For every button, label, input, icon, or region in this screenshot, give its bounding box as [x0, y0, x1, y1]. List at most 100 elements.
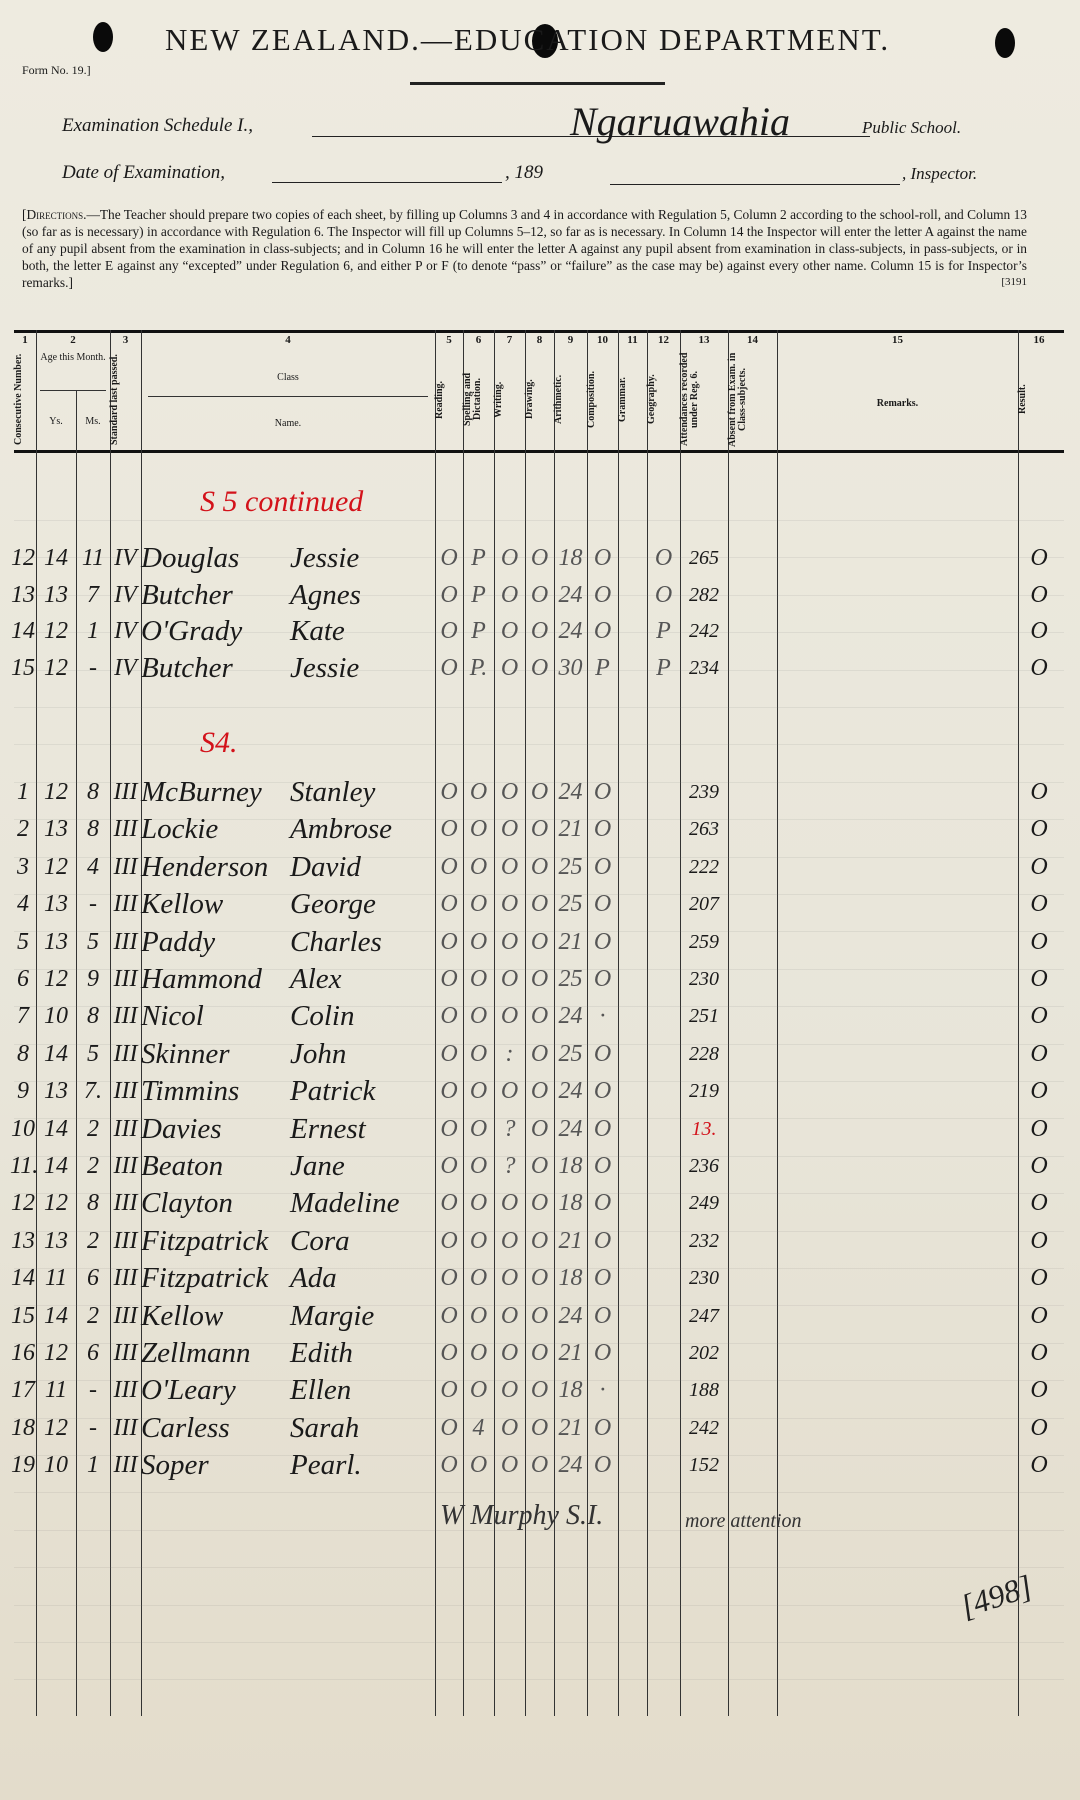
age-divider [40, 390, 106, 391]
column-divider [587, 330, 588, 1716]
arithmetic-cell: 21 [558, 1227, 583, 1254]
age-months-cell: 5 [87, 928, 99, 955]
drawing-cell: O [530, 1003, 549, 1030]
surname-cell: Butcher [141, 578, 233, 611]
ruled-line [14, 1193, 1064, 1195]
table-row: 17 11- III O'Leary Ellen O O O O 18 · 188 O [0, 1375, 1080, 1409]
firstname-cell: Cora [290, 1224, 350, 1257]
standard-cell: III [113, 1414, 138, 1441]
attendance-cell: 282 [689, 583, 719, 606]
drawing-cell: O [530, 1340, 549, 1366]
composition-cell: O [593, 1227, 612, 1254]
result-cell: O [1030, 1190, 1048, 1217]
age-years-cell: 13 [44, 581, 68, 608]
age-months-cell: 8 [87, 1190, 99, 1217]
column-divider [141, 330, 142, 1716]
ruled-line [14, 1417, 1064, 1419]
composition-cell: O [593, 1190, 612, 1217]
firstname-cell: Patrick [290, 1075, 376, 1108]
attendance-cell: 230 [689, 968, 719, 990]
ruled-line [14, 1006, 1064, 1008]
age-years-cell: 12 [44, 853, 68, 880]
table-row: 3 12 4 III Henderson David O O O O 25 O 222 O [0, 852, 1080, 886]
firstname-cell: Kate [290, 615, 345, 647]
attendance-cell: 230 [689, 1267, 719, 1290]
number-cell: 3 [17, 853, 29, 880]
standard-cell: III [113, 1227, 138, 1254]
arithmetic-cell: 24 [558, 581, 583, 608]
age-months-cell: 8 [87, 816, 99, 843]
arithmetic-cell: 18 [558, 1377, 583, 1404]
spelling-cell: P. [469, 654, 488, 681]
reading-cell: O [440, 1340, 458, 1366]
reading-cell: O [440, 618, 458, 644]
age-months-cell: 2 [87, 1153, 99, 1179]
composition-cell: O [593, 1452, 612, 1479]
table-row: 14 11 6 III Fitzpatrick Ada O O O O 18 O 230 O [0, 1263, 1080, 1297]
surname-cell: O'Grady [141, 615, 243, 647]
writing-cell: O [500, 581, 519, 608]
result-cell: O [1030, 1340, 1048, 1366]
class-divider [148, 396, 428, 397]
age-years-cell: 12 [44, 1340, 68, 1366]
ruled-line [14, 1380, 1064, 1382]
age-months-cell: 5 [87, 1040, 99, 1067]
standard-cell: III [113, 779, 138, 805]
result-cell: O [1030, 1227, 1048, 1254]
arithmetic-cell: 24 [558, 1078, 583, 1105]
age-years-cell: 11 [44, 1265, 68, 1292]
ruled-line [14, 1492, 1064, 1494]
number-cell: 4 [17, 891, 29, 918]
header-drawing: Drawing. [524, 379, 535, 420]
column-number: 11 [627, 334, 638, 346]
result-cell: O [1030, 1115, 1048, 1142]
table-row: 6 12 9 III Hammond Alex O O O O 25 O 230 O [0, 964, 1080, 998]
attendance-cell: 202 [689, 1342, 719, 1364]
spelling-cell: P [471, 618, 486, 644]
date-line [272, 182, 502, 183]
number-cell: 12 [11, 545, 35, 571]
column-number: 4 [285, 334, 291, 346]
firstname-cell: Colin [290, 1000, 355, 1033]
column-divider [777, 330, 778, 1716]
standard-cell: IV [114, 654, 137, 681]
writing-cell: O [500, 853, 519, 880]
result-cell: O [1030, 654, 1048, 681]
result-cell: O [1030, 618, 1048, 644]
school-name: Ngaruawahia [570, 99, 791, 144]
drawing-cell: O [530, 1153, 549, 1179]
reading-cell: O [440, 1302, 458, 1329]
age-years-cell: 12 [44, 618, 68, 644]
drawing-cell: O [530, 891, 549, 918]
age-years-cell: 14 [44, 1040, 68, 1067]
geography-cell: P [656, 618, 671, 644]
ruled-line [14, 744, 1064, 746]
header-result: Result. [1017, 384, 1028, 415]
number-cell: 11. [10, 1153, 39, 1179]
surname-cell: Davies [141, 1112, 222, 1145]
writing-cell: O [500, 1452, 519, 1479]
ruled-line [14, 1567, 1064, 1569]
table-row: 13 13 2 III Fitzpatrick Cora O O O O 21 O 232 O [0, 1226, 1080, 1260]
composition-cell: O [593, 1115, 612, 1142]
arithmetic-cell: 18 [558, 1190, 583, 1217]
table-row: 12 12 8 III Clayton Madeline O O O O 18 O 249 O [0, 1188, 1080, 1222]
ruled-line [14, 520, 1064, 521]
standard-cell: III [113, 891, 138, 918]
result-cell: O [1030, 1377, 1048, 1404]
firstname-cell: Charles [290, 925, 382, 958]
surname-cell: O'Leary [141, 1374, 236, 1407]
composition-cell: O [593, 816, 612, 843]
spelling-cell: O [469, 1003, 488, 1030]
table-row: 10 14 2 III Davies Ernest O O? O 24 O 13. O [0, 1114, 1080, 1148]
firstname-cell: Agnes [290, 578, 361, 611]
ruled-line [14, 594, 1064, 596]
number-cell: 16 [11, 1340, 35, 1366]
column-divider [680, 330, 681, 1716]
surname-cell: Fitzpatrick [141, 1262, 269, 1295]
surname-cell: Soper [141, 1449, 209, 1482]
ruled-line [14, 669, 1064, 671]
age-years-cell: 11 [44, 1377, 68, 1404]
age-years-cell: 13 [44, 1078, 68, 1105]
spelling-cell: O [469, 928, 488, 955]
